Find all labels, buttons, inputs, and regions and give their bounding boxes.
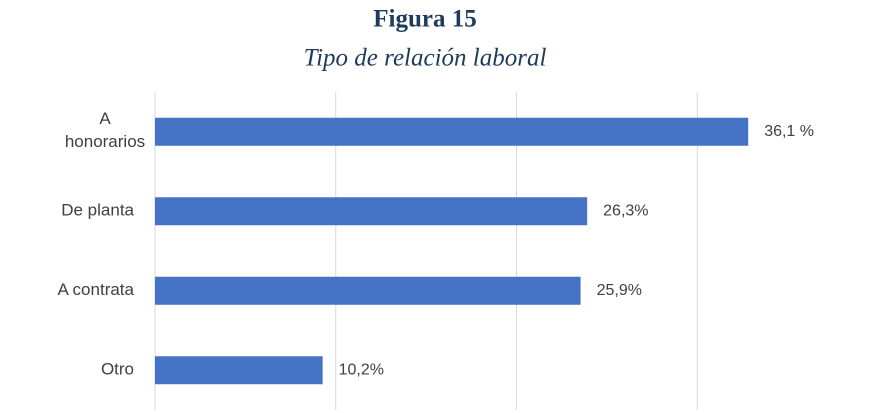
data-label: 25,9%	[597, 282, 642, 299]
bar	[155, 276, 581, 305]
bar	[155, 197, 588, 226]
y-tick-label: De planta	[61, 201, 134, 220]
data-label: 26,3%	[603, 202, 648, 219]
data-label: 10,2%	[339, 361, 384, 378]
chart-subtitle: Tipo de relación laboral	[304, 45, 547, 72]
bar	[155, 117, 749, 146]
data-label: 36,1 %	[764, 123, 814, 140]
y-tick-label: Otro	[101, 360, 134, 379]
bar	[155, 356, 323, 385]
y-tick-label: A contrata	[57, 280, 134, 299]
chart-title: Figura 15	[373, 6, 476, 33]
